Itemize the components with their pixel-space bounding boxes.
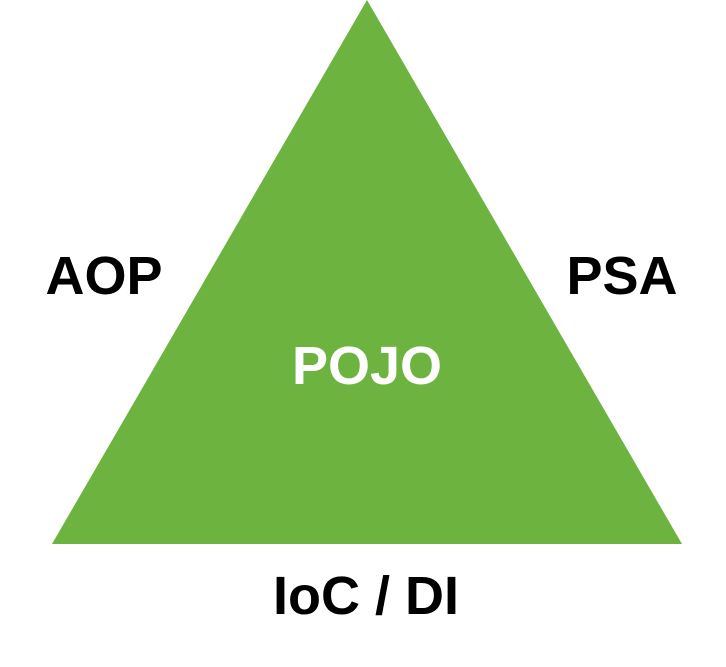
center-label: POJO (292, 336, 442, 396)
spring-triangle (52, 0, 682, 544)
bottom-label: IoC / DI (273, 566, 459, 626)
right-label: PSA (566, 246, 677, 306)
left-label: AOP (45, 246, 162, 306)
